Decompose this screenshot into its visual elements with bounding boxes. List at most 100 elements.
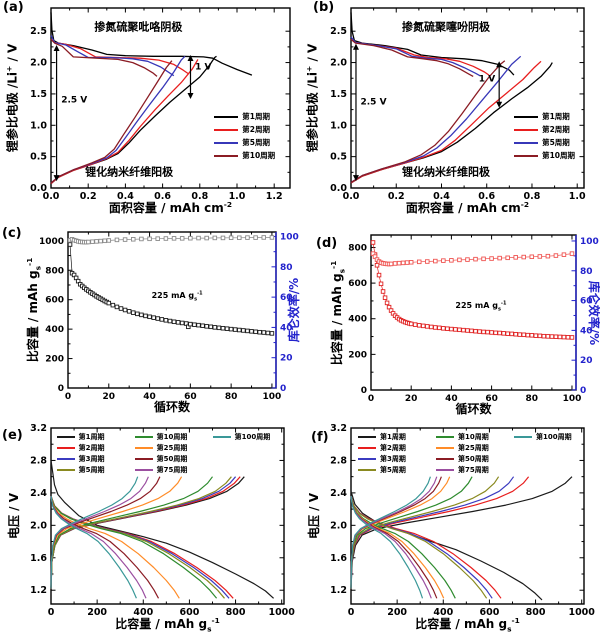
data-point-marker	[232, 327, 238, 332]
y-tick-label: 2.8	[30, 455, 47, 466]
x-tick-label: 20	[405, 394, 418, 404]
data-point-marker	[249, 329, 254, 334]
data-point-marker	[457, 257, 462, 263]
legend-line-sample	[514, 141, 539, 144]
y2-tick-label: 80	[280, 263, 293, 273]
data-point-marker	[561, 252, 567, 257]
legend-line-sample	[134, 447, 153, 450]
data-point-marker	[549, 334, 555, 339]
data-point-marker	[241, 328, 246, 333]
legend-label: 第1周期	[542, 112, 570, 122]
y-axis-label: 比容量 / mAh gs-1	[25, 257, 43, 363]
series-line	[50, 38, 158, 77]
x-tick-label: 1.0	[569, 191, 586, 202]
data-point-marker	[497, 330, 502, 336]
data-point-marker	[457, 327, 462, 333]
data-point-marker	[537, 254, 543, 259]
y-tick-label: 200	[45, 355, 64, 365]
data-point-marker	[131, 237, 136, 242]
series-line	[350, 496, 424, 599]
data-point-marker	[147, 314, 152, 320]
x-tick-label: 0	[368, 394, 374, 404]
panel-f-canvas: 0 200 400 600 800 1000 1.2 1.6 2.0 2.4 2.8 3.2	[330, 423, 595, 618]
y-tick-label: 1.0	[330, 120, 347, 131]
plot-frame	[67, 231, 277, 389]
data-point-marker	[106, 300, 112, 306]
legend-label: 第1周期	[242, 112, 270, 122]
legend: 第1周期 第2周期 第5周期 第10周期	[514, 110, 586, 162]
legend-entry: 第1周期	[214, 110, 286, 123]
legend-entry: 第10周期	[134, 432, 213, 443]
data-point-marker	[384, 300, 390, 306]
legend-line-sample	[514, 128, 539, 131]
data-point-marker	[388, 261, 394, 267]
legend-line-sample	[56, 447, 75, 450]
legend-entry: 第10周期	[214, 149, 286, 162]
x-tick-label: 800	[226, 607, 246, 618]
data-point-marker	[163, 236, 169, 241]
x-tick-label: 200	[87, 607, 107, 618]
panel-b: (b) 0.0 0.2 0.4 0.6 0.8 1.0 0.0 0.5 1.0 1.5 2.0 2.5…	[300, 0, 600, 220]
legend-label: 第100周期	[535, 433, 572, 442]
y-tick-label: 2.5	[30, 26, 47, 37]
data-point-marker	[208, 324, 213, 330]
data-point-marker	[106, 238, 112, 243]
panel-e-canvas: 0 200 400 600 800 1000 1.2 1.6 2.0 2.4 2.8 3.2	[30, 423, 295, 618]
data-point-marker	[433, 325, 438, 330]
x-tick-label: 400	[133, 607, 153, 618]
y2-tick-label: 20	[580, 356, 593, 366]
legend-label: 第25周期	[156, 444, 188, 453]
series-line	[350, 476, 431, 589]
x-tick-label: 1000	[568, 607, 595, 618]
legend-label: 第10周期	[242, 151, 276, 161]
data-point-marker	[461, 327, 466, 333]
data-point-marker	[505, 331, 510, 336]
panel-b-canvas: 0.0 0.2 0.4 0.6 0.8 1.0 0.0 0.5 1.0 1.5 2.0 2.5	[330, 7, 586, 202]
y-axis-label: 锂参比电极 /Li+ / V	[304, 43, 320, 153]
panel-label-d: (d)	[316, 236, 338, 251]
y-tick-label: 2.4	[30, 488, 47, 499]
data-point-marker	[131, 310, 136, 315]
legend-label: 第50周期	[457, 455, 489, 464]
data-point-marker	[269, 235, 275, 240]
data-point-marker	[569, 251, 575, 256]
data-point-marker	[179, 320, 185, 326]
panel-e: (e) 0 200 400 600 800 1000 1.2 1.6 2.0 2.4 2.8 3.2 比…	[0, 420, 300, 642]
data-point-marker	[525, 332, 531, 338]
x-tick-label: 0.4	[433, 191, 450, 202]
data-point-marker	[143, 313, 148, 319]
panel-f: (f) 0 200 400 600 800 1000 1.2 1.6 2.0 2.4 2.8 3.2 比…	[300, 420, 600, 642]
series-line	[50, 55, 186, 184]
legend-entry: 第2周期	[214, 123, 286, 136]
x-tick-label: 600	[179, 607, 199, 618]
legend-line-sample	[214, 128, 239, 131]
data-point-marker	[477, 329, 482, 334]
legend-label: 第100周期	[234, 433, 271, 442]
legend-line-sample	[435, 469, 454, 472]
data-point-marker	[557, 334, 563, 340]
data-point-marker	[408, 260, 414, 265]
panel-label-f: (f)	[311, 430, 329, 445]
legend-entry: 第3周期	[56, 454, 135, 465]
legend-label: 第10周期	[457, 433, 489, 442]
x-axis-label: 比容量 / mAh gs-1	[115, 616, 220, 634]
legend-line-sample	[134, 469, 153, 472]
legend-line-sample	[212, 436, 231, 439]
legend-entry: 第1周期	[357, 432, 436, 443]
x-tick-label: 0	[348, 607, 355, 618]
data-point-marker	[122, 307, 128, 313]
data-point-marker	[380, 289, 386, 294]
legend-label: 第2周期	[242, 125, 270, 135]
data-point-marker	[392, 261, 398, 266]
series-line	[350, 491, 543, 601]
legend-line-sample	[214, 115, 239, 118]
x-tick-label: 600	[479, 607, 499, 618]
data-point-marker	[421, 323, 426, 329]
legend-line-sample	[357, 447, 376, 450]
arrowhead-down	[187, 92, 194, 99]
legend-entry: 第75周期	[134, 465, 213, 476]
series-line	[50, 35, 175, 77]
data-point-marker	[163, 318, 169, 323]
x-tick-label: 20	[103, 392, 116, 402]
